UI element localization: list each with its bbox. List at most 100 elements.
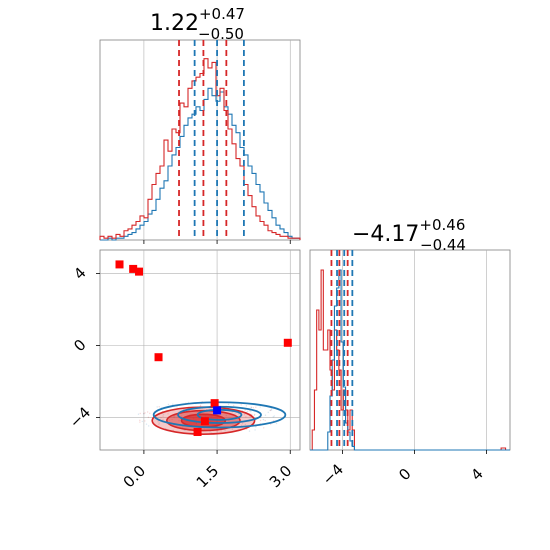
- joint-sample-point: [181, 426, 184, 429]
- joint-sample-point: [176, 406, 178, 408]
- joint-x-tick-label: 3.0: [266, 462, 296, 492]
- joint-sample-point: [158, 423, 160, 426]
- joint-x-tick-label: 1.5: [193, 462, 223, 492]
- joint-sample-point: [244, 409, 246, 411]
- joint-sample-point: [139, 412, 141, 415]
- joint-sample-point: [250, 406, 252, 408]
- joint-sample-point: [220, 430, 222, 432]
- joint-sample-point: [167, 403, 170, 406]
- x-title-value: 1.22: [150, 11, 199, 36]
- joint-sample-point: [158, 406, 160, 408]
- joint-sample-point: [246, 410, 249, 413]
- joint-sample-point: [143, 412, 145, 415]
- hist-y-blue-series: [310, 269, 510, 451]
- joint-sample-point: [270, 409, 273, 411]
- hist-y-panel: −4 0 4: [309, 249, 511, 489]
- joint-sample-point: [139, 421, 141, 423]
- joint-red-marker: [200, 417, 209, 426]
- joint-sample-point: [225, 414, 228, 417]
- joint-sample-point: [243, 413, 246, 416]
- joint-red-marker: [135, 267, 144, 276]
- joint-sample-point: [156, 406, 158, 408]
- joint-sample-point: [144, 412, 146, 414]
- joint-sample-point: [209, 431, 211, 433]
- joint-sample-point: [162, 418, 164, 421]
- joint-sample-point: [250, 406, 253, 409]
- joint-red-marker: [129, 264, 138, 273]
- x-title-upper-error: +0.47: [199, 5, 245, 23]
- joint-sample-point: [248, 410, 250, 412]
- hist-y-tick-label: 4: [467, 465, 486, 484]
- joint-sample-point: [241, 423, 244, 425]
- joint-sample-point: [264, 414, 267, 416]
- joint-sample-point: [245, 416, 247, 418]
- joint-sample-point: [254, 429, 256, 431]
- joint-sample-point: [240, 424, 243, 426]
- joint-sample-point: [267, 411, 269, 414]
- joint-sample-point: [178, 420, 180, 422]
- joint-sample-point: [259, 419, 262, 422]
- joint-sample-point: [269, 409, 272, 412]
- joint-sample-point: [232, 404, 235, 407]
- joint-sample-point: [146, 411, 149, 413]
- joint-sample-point: [252, 406, 254, 409]
- joint-sample-point: [234, 413, 236, 415]
- joint-sample-point: [145, 423, 148, 425]
- joint-sample-point: [273, 415, 275, 417]
- joint-sample-point: [180, 415, 183, 417]
- joint-sample-point: [171, 418, 173, 421]
- joint-sample-point: [253, 414, 255, 417]
- hist-x-frame: [99, 39, 301, 241]
- joint-sample-point: [251, 413, 253, 416]
- joint-blue-contour: [152, 401, 287, 429]
- joint-sample-point: [172, 403, 174, 405]
- joint-sample-point: [224, 430, 226, 432]
- joint-sample-point: [245, 405, 248, 407]
- x-title-lower-error: −0.50: [198, 25, 244, 43]
- joint-sample-point: [162, 415, 164, 417]
- hist-x-panel: [99, 39, 301, 244]
- joint-sample-point: [173, 416, 175, 419]
- joint-sample-point: [250, 410, 252, 413]
- joint-sample-point: [269, 409, 271, 412]
- joint-sample-point: [167, 413, 169, 415]
- joint-sample-point: [255, 426, 257, 428]
- joint-sample-point: [172, 416, 174, 418]
- joint-blue-marker: [213, 406, 222, 415]
- y-param-title: −4.17+0.46 −0.44: [352, 216, 466, 254]
- joint-sample-point: [255, 406, 257, 409]
- joint-sample-point: [137, 413, 140, 415]
- joint-sample-point: [269, 423, 272, 425]
- joint-red-marker: [283, 338, 292, 347]
- joint-sample-point: [143, 413, 145, 415]
- joint-sample-point: [263, 427, 265, 429]
- y-title-value: −4.17: [352, 222, 419, 247]
- hist-y-tick-label: −4: [319, 460, 347, 488]
- joint-sample-point: [203, 428, 205, 430]
- joint-sample-point: [141, 420, 143, 423]
- y-title-lower-error: −0.44: [420, 236, 466, 254]
- joint-sample-point: [160, 417, 162, 419]
- joint-frame: [99, 249, 301, 451]
- joint-red-marker: [193, 427, 202, 436]
- joint-red-marker: [115, 260, 124, 269]
- joint-sample-point: [244, 423, 247, 426]
- y-title-upper-error: +0.46: [419, 216, 465, 234]
- joint-sample-point: [158, 422, 161, 424]
- joint-y-tick-label: 4: [70, 264, 89, 283]
- joint-sample-point: [272, 419, 275, 422]
- joint-sample-point: [157, 421, 159, 423]
- joint-panel: 0.0 1.5 3.0 −4 0 4: [66, 249, 301, 492]
- joint-sample-point: [253, 413, 256, 416]
- joint-x-tick-label: 0.0: [120, 462, 150, 492]
- joint-red-marker: [154, 353, 163, 362]
- joint-sample-point: [275, 422, 278, 425]
- joint-sample-point: [272, 416, 274, 418]
- hist-y-tick-label: 0: [395, 465, 414, 484]
- joint-sample-point: [199, 404, 202, 407]
- joint-sample-point: [139, 419, 141, 422]
- joint-y-tick-label: 0: [70, 336, 89, 355]
- joint-sample-point: [149, 412, 151, 415]
- joint-sample-point: [240, 404, 242, 406]
- joint-red-marker: [210, 399, 219, 408]
